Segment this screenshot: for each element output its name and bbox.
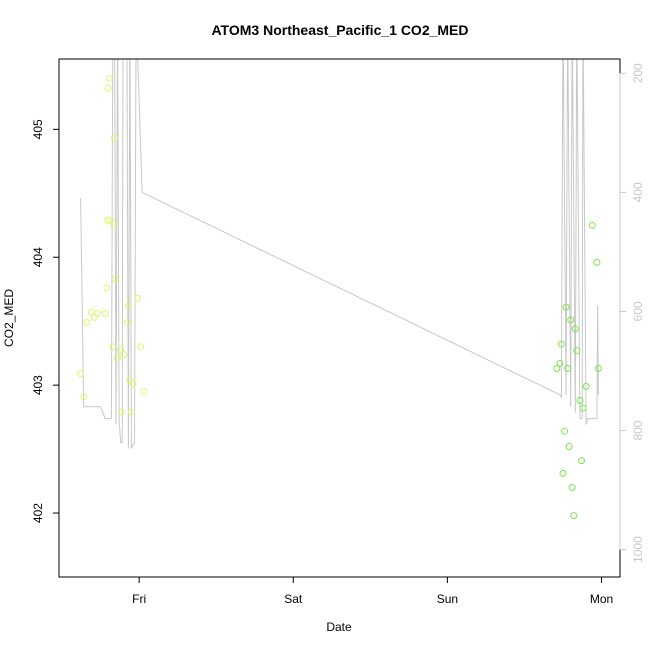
data-point [134, 294, 142, 302]
data-point [105, 74, 113, 82]
data-point [124, 319, 132, 326]
data-point [114, 354, 122, 362]
data-point [120, 351, 128, 358]
x-tick-label: Fri [132, 592, 146, 606]
data-point [556, 359, 564, 367]
data-point [593, 258, 601, 266]
data-point [94, 310, 101, 317]
data-point [83, 319, 91, 326]
data-point [553, 365, 561, 372]
data-point [129, 380, 137, 388]
y-axis: 402 403 404 405 [31, 119, 60, 523]
data-point [561, 427, 568, 435]
data-point [110, 220, 118, 228]
y2-axis: 200 400 600 800 1000 [619, 63, 645, 563]
data-point [111, 275, 119, 283]
data-point [579, 404, 587, 412]
data-point [77, 370, 85, 378]
y2-tick-label: 400 [631, 182, 645, 202]
x-tick-label: Sat [284, 592, 303, 606]
data-point [567, 316, 575, 324]
data-point [571, 325, 579, 333]
y-tick-label: 402 [31, 503, 45, 523]
data-point [117, 345, 125, 353]
data-point [119, 592, 125, 598]
data-point [106, 216, 114, 224]
y-tick-label: 403 [31, 375, 45, 395]
data-point [137, 343, 145, 351]
data-point [140, 388, 148, 395]
data-point [578, 457, 585, 465]
data-point [117, 408, 125, 416]
y2-tick-label: 1000 [631, 536, 645, 563]
data-point [557, 340, 565, 348]
data-point [101, 310, 109, 317]
data-point [90, 313, 98, 321]
y2-tick-label: 200 [631, 63, 645, 83]
data-point [564, 365, 572, 372]
y2-tick-label: 600 [631, 301, 645, 321]
y2-tick-label: 800 [631, 420, 645, 440]
plot-frame [58, 58, 621, 578]
data-point [128, 611, 134, 617]
x-axis-label: Date [326, 620, 352, 634]
data-point [127, 408, 135, 416]
data-point [111, 134, 118, 142]
y-axis-label: CO2_MED [2, 289, 16, 347]
data-point [80, 393, 88, 401]
chart-title: ATOM3 Northeast_Pacific_1 CO2_MED [211, 22, 468, 38]
plot-area [77, 59, 602, 617]
data-point [103, 284, 111, 292]
data-point [104, 216, 111, 224]
data-point [573, 347, 581, 355]
data-point [565, 443, 573, 450]
data-point [104, 84, 112, 92]
data-point [576, 397, 584, 404]
series-line [80, 59, 599, 449]
x-tick-label: Mon [590, 592, 613, 606]
data-point [124, 302, 132, 310]
data-point [562, 303, 570, 311]
x-axis: Fri Sat Sun Mon [132, 576, 613, 606]
data-point [582, 382, 590, 390]
data-point [594, 365, 602, 372]
data-point [570, 512, 578, 520]
x-tick-label: Sun [437, 592, 458, 606]
data-point [109, 343, 117, 351]
data-point [568, 484, 576, 491]
y-tick-label: 404 [31, 247, 45, 267]
y-tick-label: 405 [31, 119, 45, 139]
data-point [559, 469, 567, 477]
data-point [588, 221, 596, 229]
